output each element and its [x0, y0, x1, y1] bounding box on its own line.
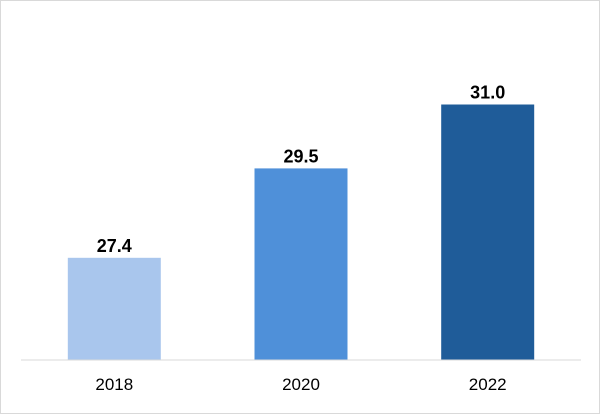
bars-layer	[67, 104, 535, 360]
tick-labels-layer: 2018 2020 2022	[95, 375, 506, 394]
value-label-2018: 27.4	[97, 236, 132, 256]
bar-2018	[67, 257, 161, 360]
x-tick-label-2018: 2018	[95, 375, 133, 394]
bar-2020	[254, 168, 348, 360]
value-labels-layer: 27.4 29.5 31.0	[97, 83, 505, 256]
x-tick-label-2020: 2020	[282, 375, 320, 394]
x-tick-label-2022: 2022	[469, 375, 507, 394]
value-label-2022: 31.0	[470, 83, 505, 103]
bar-2022	[441, 104, 535, 360]
value-label-2020: 29.5	[283, 146, 318, 166]
